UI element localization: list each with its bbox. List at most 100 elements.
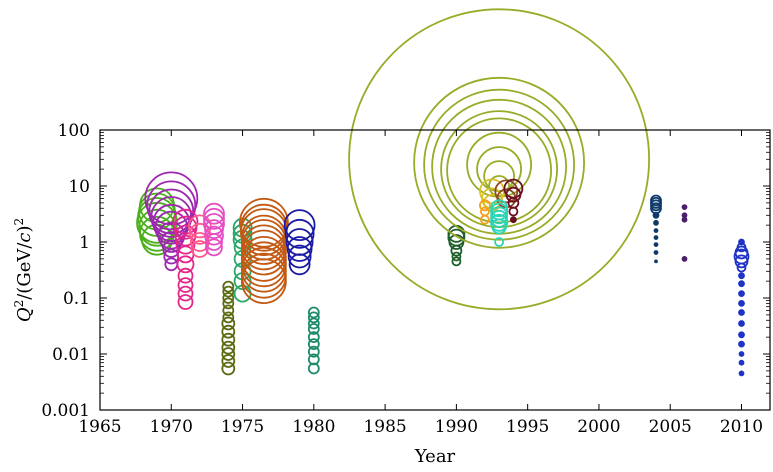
data-point [177, 285, 194, 302]
data-point [307, 306, 320, 319]
data-point [738, 320, 745, 327]
data-point [488, 175, 511, 197]
series-17 [650, 194, 662, 264]
data-point [681, 216, 688, 223]
data-point [738, 351, 745, 357]
x-tick-label: 1990 [435, 417, 478, 437]
data-point [177, 294, 194, 310]
data-point [681, 255, 688, 262]
data-point [479, 214, 490, 225]
data-point [307, 311, 320, 324]
series-10 [447, 224, 466, 267]
data-point [221, 316, 236, 331]
y-tick-label: 0.1 [63, 289, 90, 309]
data-point [240, 258, 287, 305]
data-point [150, 196, 193, 238]
data-point [222, 297, 235, 310]
data-point [307, 362, 320, 375]
data-point [221, 354, 236, 368]
x-tick-label: 2010 [720, 417, 763, 437]
data-point [491, 218, 508, 235]
x-tick-label: 1970 [150, 417, 193, 437]
series-19 [733, 238, 750, 377]
data-point [738, 272, 745, 280]
data-point [653, 250, 659, 255]
data-point [494, 237, 505, 247]
x-tick-label: 1985 [363, 417, 406, 437]
data-point [451, 256, 462, 267]
data-point [222, 304, 235, 317]
data-point [221, 324, 236, 339]
y-tick-label: 10 [68, 177, 90, 197]
axis-labels: 1965 1970 1975 1980 1985 1990 1995 2000 2005 2010… [12, 121, 763, 467]
data-point [738, 299, 745, 307]
series-2 [172, 208, 199, 310]
data-point [222, 311, 235, 324]
data-point [284, 218, 315, 249]
series-16 [490, 199, 509, 247]
data-point [222, 285, 235, 298]
data-point [203, 202, 225, 225]
y-tick-label: 100 [58, 121, 90, 141]
series-5 [221, 280, 236, 376]
series-4 [203, 202, 225, 257]
x-tick-label: 1980 [292, 417, 335, 437]
data-point [190, 240, 209, 258]
x-tick-label: 2005 [649, 417, 692, 437]
data-point [287, 244, 312, 269]
data-point [283, 209, 316, 242]
data-point [510, 216, 517, 224]
y-title-unit: /(GeV/ [14, 242, 35, 300]
series-18 [681, 204, 688, 262]
series-7 [238, 197, 289, 305]
data-point [738, 290, 745, 298]
data-point [654, 259, 658, 264]
data-point [307, 331, 320, 344]
data-point [348, 8, 651, 311]
data-point [221, 361, 236, 376]
data-point [205, 238, 223, 257]
data-point [222, 292, 235, 304]
data-point [307, 317, 320, 330]
data-point [738, 331, 745, 339]
data-point [653, 219, 659, 226]
data-point [172, 208, 199, 235]
data-point [736, 262, 747, 273]
axes [99, 129, 771, 411]
data-point [160, 231, 183, 253]
data-point [221, 347, 236, 361]
data-point [738, 280, 745, 288]
data-point [653, 228, 659, 234]
x-tick-label: 1965 [78, 417, 121, 437]
series-15 [503, 178, 524, 224]
data-point [286, 236, 313, 262]
data-marks [136, 8, 750, 377]
data-point [288, 253, 311, 276]
data-point [508, 206, 519, 217]
data-point [146, 180, 197, 231]
series-11 [348, 8, 651, 311]
data-point [738, 370, 745, 377]
data-point [448, 234, 465, 250]
x-tick-label: 1975 [221, 417, 264, 437]
data-point [221, 332, 236, 347]
data-point [177, 277, 194, 294]
data-point [451, 251, 462, 262]
data-point [681, 204, 688, 211]
data-point [175, 234, 196, 255]
data-point [173, 215, 198, 240]
data-point [238, 197, 289, 248]
data-point [423, 88, 576, 241]
data-point [652, 211, 660, 219]
x-axis-title: Year [414, 446, 456, 467]
data-point [413, 76, 586, 249]
data-point [221, 340, 236, 355]
series-9 [307, 306, 320, 375]
data-point [144, 171, 199, 226]
y-title-close: ) [14, 225, 35, 232]
data-point [204, 219, 224, 240]
y-title-sup2: 2 [12, 218, 26, 226]
data-point [505, 186, 522, 203]
data-point [440, 110, 559, 229]
